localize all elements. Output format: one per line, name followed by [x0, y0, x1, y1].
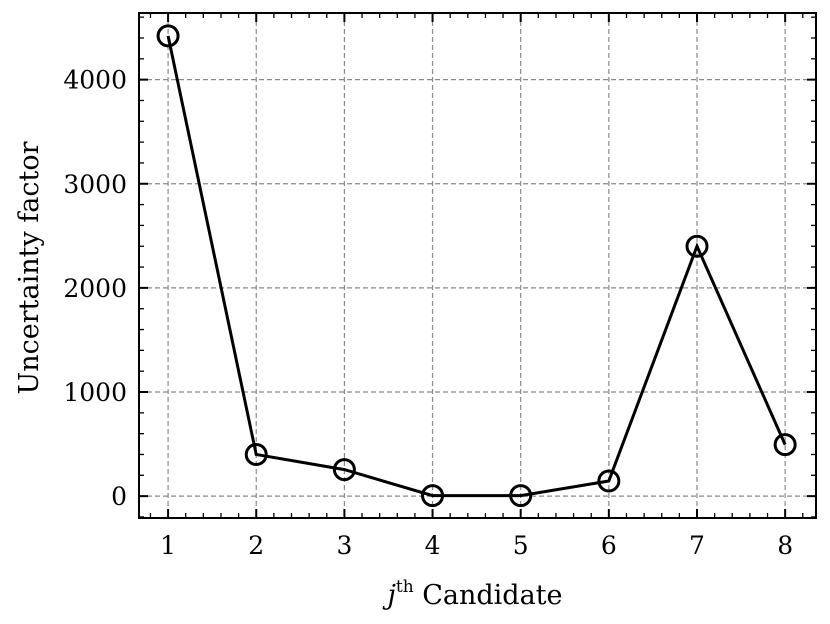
- x-axis-label-base: j: [382, 580, 395, 611]
- plot-frame: [138, 12, 817, 519]
- x-tick-label: 4: [425, 531, 441, 560]
- x-tick-label: 8: [777, 531, 793, 560]
- x-axis-label-rest: Candidate: [414, 580, 563, 611]
- y-axis-label: Uncertainty factor: [14, 141, 45, 394]
- tick-labels: 1 2 3 4 5 6 7 8 0 1000 2000 3000 4000: [63, 66, 793, 560]
- data-point: [421, 484, 445, 508]
- y-tick-label: 1000: [63, 378, 127, 407]
- x-tick-label: 3: [336, 531, 352, 560]
- grid-lines: [139, 13, 816, 518]
- x-tick-label: 2: [248, 531, 264, 560]
- x-axis-label-superscript: th: [396, 577, 414, 597]
- data-point: [332, 458, 356, 482]
- y-tick-label: 0: [111, 482, 127, 511]
- data-markers: [156, 24, 797, 508]
- y-tick-label: 3000: [63, 170, 127, 199]
- x-tick-label: 5: [513, 531, 529, 560]
- axis-ticks: [139, 13, 816, 518]
- data-point: [597, 469, 621, 493]
- x-tick-label: 6: [601, 531, 617, 560]
- data-point: [685, 234, 709, 258]
- y-tick-label: 2000: [63, 274, 127, 303]
- series-line-group: [166, 35, 787, 498]
- x-axis-label: jth Candidate: [382, 577, 562, 611]
- series-line: [166, 35, 787, 498]
- data-point: [244, 442, 268, 466]
- x-tick-label: 7: [689, 531, 705, 560]
- data-point: [509, 484, 533, 508]
- x-tick-label: 1: [160, 531, 176, 560]
- data-point: [773, 433, 797, 457]
- y-tick-label: 4000: [63, 66, 127, 95]
- data-point: [156, 24, 180, 48]
